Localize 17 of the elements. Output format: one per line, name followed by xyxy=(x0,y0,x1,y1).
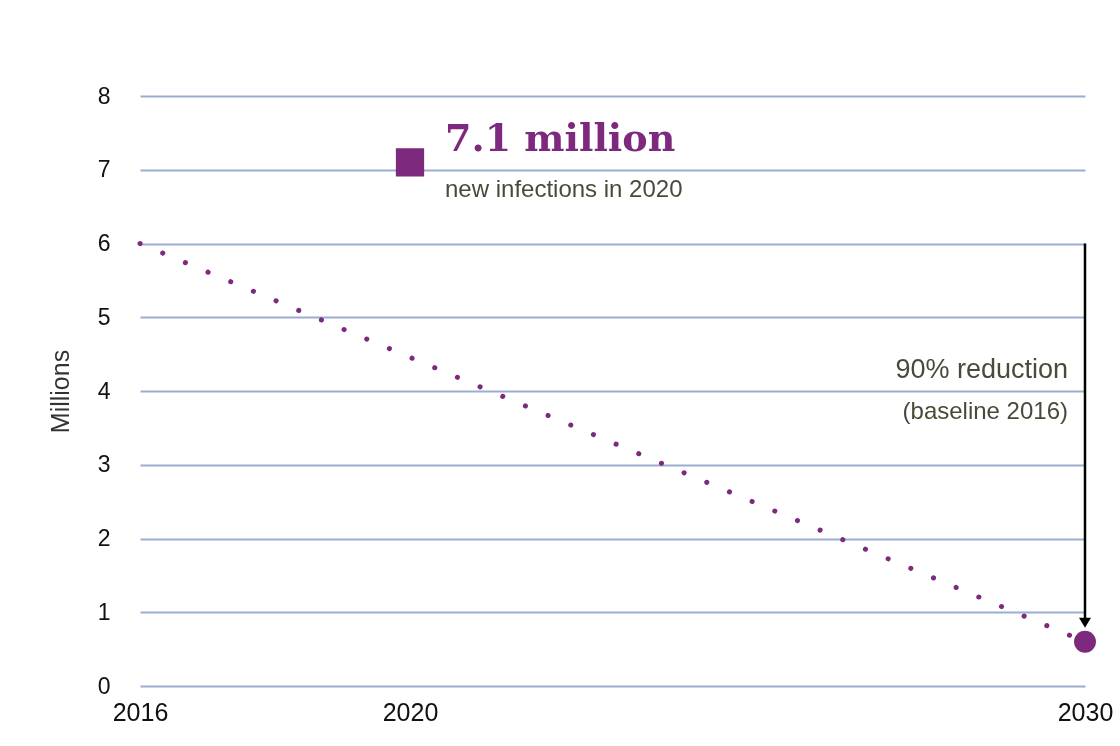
y-tick-label: 8 xyxy=(97,82,111,109)
y-tick-label: 5 xyxy=(97,303,111,330)
y-tick-label: 6 xyxy=(97,230,111,256)
y-tick-label: 7 xyxy=(97,156,111,183)
y-axis-title: Millions xyxy=(45,349,74,434)
y-tick-label: 1 xyxy=(97,598,111,625)
y-tick-label: 0 xyxy=(97,672,111,699)
y-tick-label: 2 xyxy=(97,525,111,551)
y-tick-label: 4 xyxy=(97,377,111,404)
annotation: 7.1 million xyxy=(445,115,676,160)
annotation: (baseline 2016) xyxy=(902,397,1068,424)
x-tick-label: 2020 xyxy=(382,697,439,726)
annotation: new infections in 2020 xyxy=(445,175,683,202)
annotation: 90% reduction xyxy=(895,354,1068,384)
x-tick-label: 2016 xyxy=(112,697,169,726)
y-tick-label: 3 xyxy=(97,451,111,478)
x-tick-label: 2030 xyxy=(1057,697,1114,726)
